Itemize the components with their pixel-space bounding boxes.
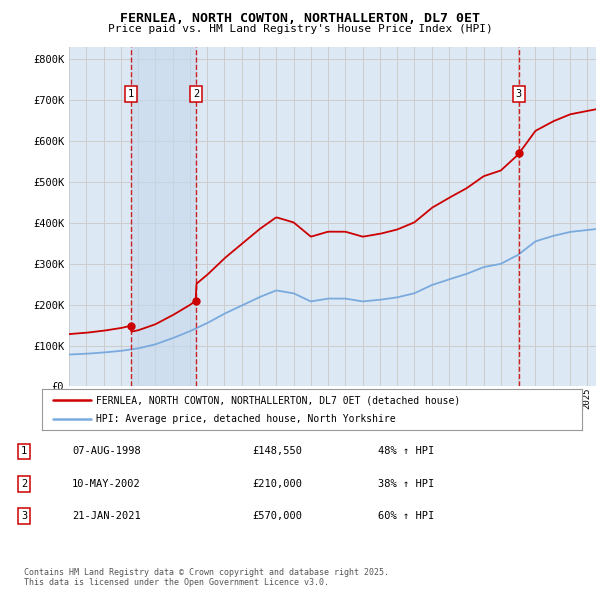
Text: 3: 3 (21, 512, 27, 522)
Text: Price paid vs. HM Land Registry's House Price Index (HPI): Price paid vs. HM Land Registry's House … (107, 24, 493, 34)
Text: 3: 3 (516, 89, 522, 99)
Text: 10-MAY-2002: 10-MAY-2002 (72, 479, 141, 489)
Text: 1: 1 (128, 89, 134, 99)
Text: £570,000: £570,000 (252, 512, 302, 522)
Bar (131, 47, 196, 386)
Text: This data is licensed under the Open Government Licence v3.0.: This data is licensed under the Open Gov… (24, 578, 329, 587)
Text: 60% ↑ HPI: 60% ↑ HPI (378, 512, 434, 522)
Text: FERNLEA, NORTH COWTON, NORTHALLERTON, DL7 0ET (detached house): FERNLEA, NORTH COWTON, NORTHALLERTON, DL… (96, 395, 460, 405)
Text: £210,000: £210,000 (252, 479, 302, 489)
Text: Contains HM Land Registry data © Crown copyright and database right 2025.: Contains HM Land Registry data © Crown c… (24, 568, 389, 576)
Text: HPI: Average price, detached house, North Yorkshire: HPI: Average price, detached house, Nort… (96, 415, 395, 424)
Text: 48% ↑ HPI: 48% ↑ HPI (378, 447, 434, 457)
Text: 2: 2 (21, 479, 27, 489)
Text: 2: 2 (193, 89, 199, 99)
Text: £148,550: £148,550 (252, 447, 302, 457)
Text: 07-AUG-1998: 07-AUG-1998 (72, 447, 141, 457)
Text: FERNLEA, NORTH COWTON, NORTHALLERTON, DL7 0ET: FERNLEA, NORTH COWTON, NORTHALLERTON, DL… (120, 12, 480, 25)
Text: 21-JAN-2021: 21-JAN-2021 (72, 512, 141, 522)
Text: 38% ↑ HPI: 38% ↑ HPI (378, 479, 434, 489)
Text: 1: 1 (21, 447, 27, 457)
